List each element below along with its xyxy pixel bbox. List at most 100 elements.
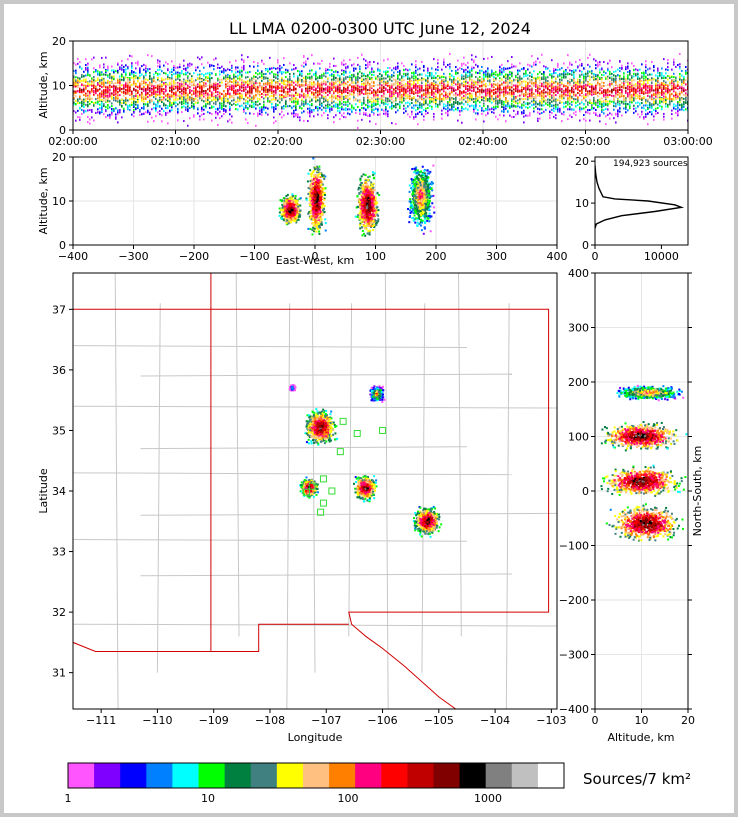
time-alt-mark [111, 85, 113, 88]
time-alt-mark [125, 92, 127, 95]
time-alt-mark [275, 97, 277, 100]
time-alt-mark [121, 102, 123, 105]
time-alt-mark [125, 97, 127, 100]
time-alt-mark [307, 76, 309, 79]
time-alt-mark [251, 96, 253, 99]
time-alt-mark [191, 89, 193, 92]
time-alt-mark [247, 102, 249, 105]
time-alt-mark [179, 72, 181, 75]
time-alt-mark [109, 86, 111, 89]
time-alt-mark [267, 81, 269, 84]
time-alt-mark [231, 70, 233, 73]
time-alt-mark [303, 100, 305, 103]
time-alt-mark [107, 86, 109, 89]
time-alt-mark [143, 97, 145, 100]
time-alt-mark [503, 111, 505, 114]
time-alt-mark [209, 73, 211, 76]
time-alt-mark [163, 104, 165, 107]
time-alt-mark [315, 100, 317, 103]
time-alt-mark [187, 102, 189, 105]
time-alt-mark [383, 83, 385, 86]
time-alt-mark [393, 78, 395, 81]
time-alt-mark [147, 68, 149, 71]
time-alt-mark [429, 101, 431, 104]
time-alt-mark [219, 78, 221, 81]
time-alt-mark [199, 82, 201, 85]
time-alt-mark [329, 106, 331, 109]
time-alt-mark [249, 81, 251, 84]
time-alt-mark [447, 112, 449, 115]
time-alt-mark [221, 81, 223, 84]
time-alt-mark [271, 81, 273, 84]
time-alt-mark [85, 63, 87, 66]
time-alt-mark [495, 77, 497, 80]
time-alt-mark [367, 96, 369, 99]
time-alt-mark [371, 68, 373, 71]
time-alt-mark [399, 90, 401, 93]
time-alt-mark [411, 113, 413, 116]
time-alt-mark [247, 91, 249, 94]
time-alt-mark [219, 96, 221, 99]
time-alt-mark [159, 92, 161, 95]
time-alt-mark [259, 82, 261, 85]
time-alt-mark [393, 93, 395, 96]
time-alt-mark [415, 84, 417, 87]
time-alt-mark [73, 84, 75, 87]
time-alt-mark [427, 81, 429, 84]
time-alt-mark [131, 96, 133, 99]
time-alt-mark [255, 107, 257, 110]
time-alt-mark [271, 88, 273, 91]
time-alt-mark [427, 103, 429, 106]
time-alt-mark [275, 67, 277, 70]
time-alt-mark [291, 82, 293, 85]
time-alt-mark [413, 77, 415, 80]
time-alt-mark [259, 90, 261, 93]
time-alt-mark [515, 78, 517, 81]
time-alt-mark [355, 88, 357, 91]
time-alt-mark [317, 62, 319, 65]
time-alt-mark [263, 103, 265, 106]
time-alt-mark [319, 88, 321, 91]
time-alt-mark [513, 88, 515, 91]
time-alt-mark [481, 109, 483, 112]
time-alt-mark [113, 99, 115, 102]
time-alt-mark [471, 96, 473, 99]
time-alt-mark [409, 84, 411, 87]
time-alt-mark [351, 85, 353, 88]
time-alt-mark [123, 85, 125, 88]
time-alt-mark [403, 99, 405, 102]
time-alt-mark [313, 73, 315, 76]
time-alt-mark [231, 81, 233, 84]
time-alt-mark [159, 94, 161, 97]
time-alt-mark [449, 101, 451, 104]
time-alt-mark [143, 63, 145, 66]
time-alt-mark [227, 68, 229, 71]
time-alt-mark [355, 77, 357, 80]
time-alt-mark [303, 61, 305, 64]
time-alt-mark [507, 73, 509, 76]
time-alt-mark [443, 103, 445, 106]
time-alt-mark [351, 81, 353, 84]
time-alt-mark [437, 89, 439, 92]
time-alt-mark [227, 98, 229, 101]
time-alt-mark [285, 71, 287, 74]
time-alt-mark [97, 94, 99, 97]
time-alt-mark [505, 98, 507, 101]
time-alt-mark [157, 100, 159, 103]
time-alt-mark [377, 98, 379, 101]
time-alt-mark [315, 98, 317, 101]
time-alt-mark [73, 75, 75, 78]
time-alt-mark [333, 76, 335, 79]
time-alt-mark [431, 96, 433, 99]
time-alt-mark [187, 86, 189, 89]
time-alt-mark [451, 108, 453, 111]
time-alt-mark [519, 82, 521, 85]
time-alt-mark [249, 79, 251, 82]
time-alt-mark [505, 97, 507, 100]
time-alt-mark [283, 79, 285, 82]
time-alt-mark [365, 82, 367, 85]
time-alt-mark [419, 103, 421, 106]
time-alt-mark [167, 107, 169, 110]
time-alt-mark [223, 95, 225, 98]
time-alt-mark [515, 101, 517, 104]
